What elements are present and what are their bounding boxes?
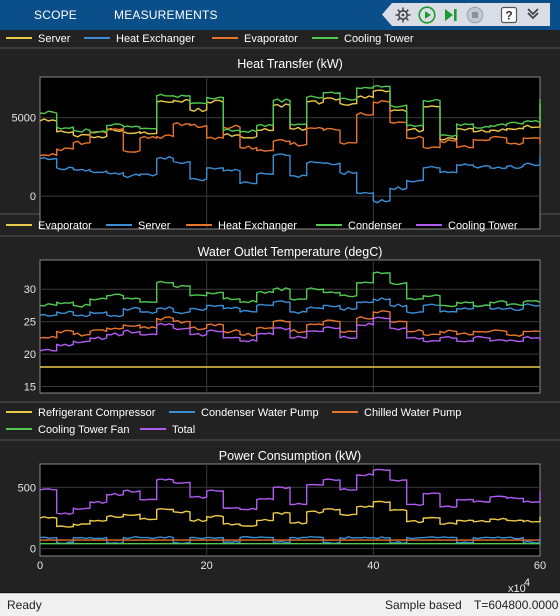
series-line (39, 153, 541, 204)
series-line (39, 500, 541, 528)
quick-access-toolbar: ? (382, 3, 550, 26)
series-line (39, 271, 541, 308)
legend-entry: Cooling Tower (344, 33, 414, 45)
x-tick-label: 60 (534, 560, 546, 572)
legend-entry: Refrigerant Compressor (38, 407, 156, 419)
legend-entry: Heat Exchanger (116, 33, 195, 45)
legend-entry: Chilled Water Pump (364, 407, 461, 419)
x-exponent-power: 4 (524, 577, 530, 589)
settings-icon[interactable] (394, 6, 412, 24)
y-tick-label: 0 (30, 191, 36, 203)
series-line (39, 316, 541, 352)
tab-measurements[interactable]: MEASUREMENTS (114, 8, 218, 22)
plot-title: Water Outlet Temperature (degC) (198, 245, 383, 259)
y-tick-label: 25 (24, 317, 36, 329)
x-tick-label: 20 (201, 560, 213, 572)
svg-text:?: ? (505, 8, 512, 22)
legend-entry: Condenser (348, 220, 402, 232)
tab-scope[interactable]: SCOPE (34, 8, 78, 22)
x-exponent-label: x10 (508, 583, 526, 592)
x-tick-label: 40 (367, 560, 379, 572)
legend-entry: Evaporator (244, 33, 298, 45)
legend-entry: Server (38, 33, 71, 45)
legend-entry: Condenser Water Pump (201, 407, 319, 419)
y-tick-label: 20 (24, 349, 36, 361)
legend-entry: Cooling Tower Fan (38, 424, 130, 436)
legend-entry: Total (172, 424, 195, 436)
status-sim-time: T=604800.0000 (474, 598, 559, 612)
plot-panel-1: Server Heat Exchanger Evaporator Cooling To… (6, 33, 541, 230)
legend-entry: Heat Exchanger (218, 220, 297, 232)
x-tick-label: 0 (37, 560, 43, 572)
run-icon[interactable] (418, 6, 436, 24)
series-line (39, 297, 541, 318)
plot-panel-2: Evaporator Server Heat Exchanger Condenser C… (6, 220, 541, 394)
plot-title: Heat Transfer (kW) (237, 57, 343, 71)
expand-icon[interactable] (524, 6, 542, 24)
scope-toolstrip: SCOPE MEASUREMENTS ? (0, 0, 560, 30)
y-tick-label: 500 (18, 482, 36, 494)
status-sample-mode: Sample based (385, 598, 462, 612)
y-tick-label: 5000 (12, 113, 36, 125)
plot-panel-3: Refrigerant Compressor Condenser Water Pu… (6, 407, 546, 592)
plot-title: Power Consumption (kW) (219, 449, 361, 463)
series-line (39, 100, 541, 157)
series-line (39, 84, 541, 137)
status-bar: Ready Sample based T=604800.0000 (0, 593, 560, 616)
help-icon[interactable]: ? (500, 6, 518, 24)
scope-plots-canvas: Server Heat Exchanger Evaporator Cooling To… (0, 33, 560, 592)
y-tick-label: 0 (30, 544, 36, 556)
stop-icon[interactable] (466, 6, 484, 24)
series-line (39, 535, 541, 545)
series-line (39, 310, 541, 339)
series-line (39, 468, 541, 515)
legend-entry: Server (138, 220, 171, 232)
legend-entry: Evaporator (38, 220, 92, 232)
y-tick-label: 15 (24, 382, 36, 394)
step-forward-icon[interactable] (442, 6, 460, 24)
status-ready: Ready (7, 598, 42, 612)
y-tick-label: 30 (24, 284, 36, 296)
legend-entry: Cooling Tower (448, 220, 518, 232)
